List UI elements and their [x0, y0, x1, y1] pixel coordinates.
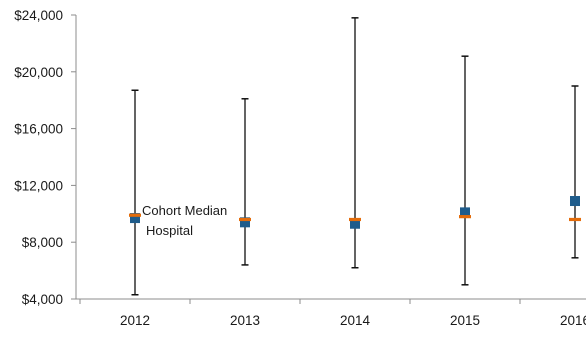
annotations: Cohort Median Hospital	[142, 203, 227, 238]
x-tick-label: 2014	[340, 313, 371, 328]
y-tick-label: $24,000	[14, 8, 63, 23]
median-series	[129, 213, 581, 222]
hospital-point	[130, 213, 140, 224]
x-tick-label: 2012	[120, 313, 150, 328]
range-bars	[131, 17, 579, 296]
y-axis-labels: $4,000 $8,000 $12,000 $16,000 $20,000 $24,000	[14, 8, 63, 307]
x-tick-label: 2015	[450, 313, 480, 328]
median-point	[239, 217, 251, 222]
median-point	[129, 213, 141, 217]
hospital-series	[130, 196, 580, 229]
x-tick-label: 2016	[560, 313, 586, 328]
hospital-point	[460, 207, 470, 218]
hospital-point	[570, 196, 580, 207]
chart-axes	[71, 14, 586, 304]
hospital-point	[350, 218, 360, 229]
x-tick-label: 2013	[230, 313, 260, 328]
median-point	[349, 217, 361, 222]
median-point	[459, 215, 471, 219]
y-tick-label: $20,000	[14, 65, 63, 80]
y-tick-label: $8,000	[22, 235, 63, 250]
annotation-label: Hospital	[146, 223, 193, 238]
y-tick-label: $4,000	[22, 292, 63, 307]
x-axis-labels: 2012 2013 2014 2015 2016	[120, 313, 586, 328]
y-tick-label: $16,000	[14, 122, 63, 137]
annotation-label: Cohort Median	[142, 203, 227, 218]
hospital-point	[240, 217, 250, 228]
y-tick-label: $12,000	[14, 178, 63, 193]
median-point	[569, 217, 581, 222]
